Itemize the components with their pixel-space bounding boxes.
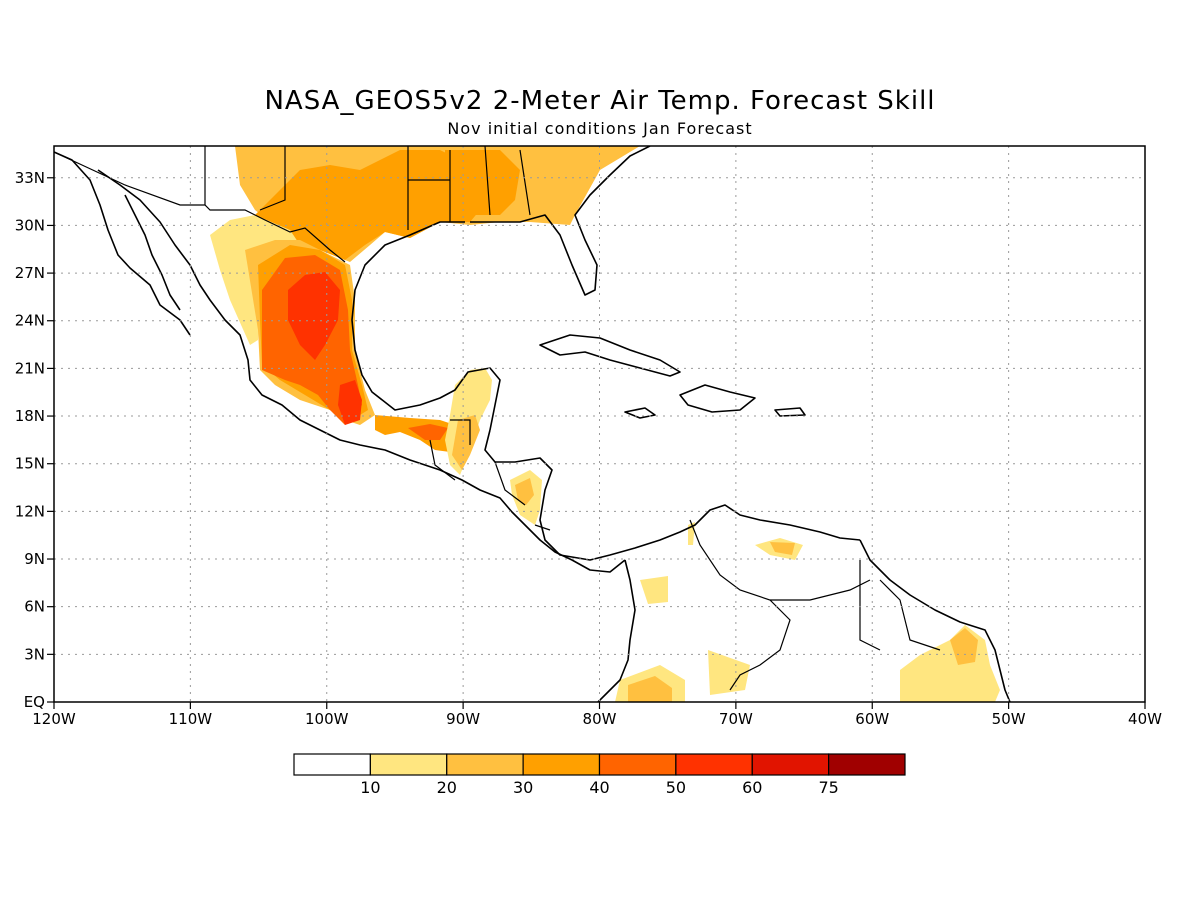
gridlines <box>54 146 1145 702</box>
border-south-america <box>689 519 941 691</box>
coastlines <box>54 146 1011 702</box>
lon-tick-label: 110W <box>169 710 213 728</box>
coastline-hispaniola <box>679 384 756 413</box>
colorbar-swatch <box>751 753 830 776</box>
map-title: NASA_GEOS5v2 2-Meter Air Temp. Forecast … <box>264 86 936 116</box>
skill-region-30-peru <box>628 676 672 702</box>
colorbar-label: 50 <box>666 778 686 797</box>
skill-region-40-southeast <box>445 150 520 215</box>
coastline-mexico-west <box>97 169 626 573</box>
colorbar-label: 60 <box>742 778 762 797</box>
lat-tick-label: 30N <box>15 216 45 234</box>
skill-region-30-ga <box>530 150 610 210</box>
colorbar: 10 20 30 40 50 60 75 <box>293 753 906 797</box>
lon-tick-label: 70W <box>719 710 753 728</box>
coastline-puerto-rico <box>774 407 806 417</box>
skill-region-40-texas <box>255 150 480 260</box>
colorbar-swatch <box>675 753 753 776</box>
colorbar-swatch <box>369 753 448 776</box>
colorbar-swatch <box>446 753 524 776</box>
colorbar-swatch <box>293 753 371 776</box>
skill-region-30-belize <box>452 415 480 470</box>
lat-tick-label: 12N <box>15 502 45 520</box>
lat-tick-label: 15N <box>15 455 45 473</box>
lon-tick-label: 60W <box>855 710 889 728</box>
lon-tick-label: 50W <box>992 710 1026 728</box>
lat-tick-label: 18N <box>15 407 45 425</box>
coastline-cuba <box>539 334 681 377</box>
map-subtitle: Nov initial conditions Jan Forecast <box>447 119 753 138</box>
lat-tick-label: 33N <box>15 169 45 187</box>
coastline-florida <box>470 146 651 296</box>
lon-tick-label: 40W <box>1128 710 1162 728</box>
border-us-mexico <box>54 151 346 263</box>
colorbar-swatch <box>828 753 906 776</box>
coastline-central-america-east <box>484 429 861 561</box>
colorbar-label: 40 <box>589 778 609 797</box>
skill-region-20-guianas <box>900 625 1000 702</box>
political-borders <box>54 146 941 691</box>
coastline-baja-east <box>124 194 181 311</box>
lat-tick-label: 6N <box>24 598 45 616</box>
skill-region-30-guianas <box>950 628 978 665</box>
skill-region-50-guatemala <box>408 424 448 440</box>
lat-tick-label: 24N <box>15 312 45 330</box>
lat-tick-label: 27N <box>15 264 45 282</box>
colorbar-label: 10 <box>360 778 380 797</box>
skill-region-60-veracruz <box>338 380 362 425</box>
border-us-states <box>204 146 531 230</box>
lat-tick-label: 21N <box>15 359 45 377</box>
latitude-axis: EQ 3N 6N 9N 12N 15N 18N 21N 24N 27N 30N 33N <box>15 169 54 711</box>
colorbar-swatch <box>522 753 601 776</box>
skill-region-30-nicaragua <box>515 478 534 505</box>
skill-region-20-colombia <box>640 576 668 604</box>
lon-tick-label: 100W <box>305 710 349 728</box>
skill-region-20-amazon <box>708 650 750 695</box>
lat-tick-label: EQ <box>24 693 45 711</box>
colorbar-label: 75 <box>818 778 838 797</box>
lon-tick-label: 120W <box>32 710 76 728</box>
colorbar-label: 30 <box>513 778 533 797</box>
longitude-axis: 120W 110W 100W 90W 80W 70W 60W 50W 40W <box>32 702 1162 728</box>
lat-tick-label: 3N <box>24 645 45 663</box>
skill-region-30-venezuela <box>770 542 795 555</box>
lat-tick-label: 9N <box>24 550 45 568</box>
colorbar-swatch <box>598 753 677 776</box>
coastline-baja-west <box>54 151 191 336</box>
lon-tick-label: 90W <box>446 710 480 728</box>
coastline-south-america-west <box>597 559 636 702</box>
lon-tick-label: 80W <box>583 710 617 728</box>
border-central-america <box>429 419 551 531</box>
colorbar-label: 20 <box>437 778 457 797</box>
coastline-south-america-east <box>859 539 1011 702</box>
skill-shading <box>210 146 1000 702</box>
